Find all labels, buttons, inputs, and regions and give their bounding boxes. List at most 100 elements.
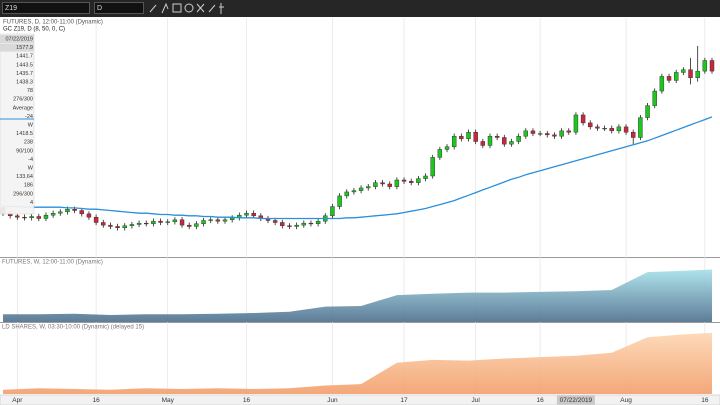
data-window-value: -4	[28, 157, 33, 163]
candle-body	[430, 157, 435, 177]
x-tick-label: 16	[243, 397, 251, 404]
data-window-value: 296/300	[13, 191, 33, 197]
candle-body	[93, 216, 99, 223]
candle-body	[416, 178, 421, 183]
candle-body	[480, 141, 486, 146]
data-window-value: Average	[13, 105, 33, 111]
candle-body	[573, 114, 579, 133]
data-window-value: 1441.7	[16, 54, 33, 60]
candle-body	[65, 208, 70, 213]
candle-body	[151, 220, 156, 225]
candle-body	[401, 179, 407, 182]
candle-body	[559, 130, 564, 137]
data-window-value: 78	[27, 88, 33, 94]
share-icon[interactable]	[219, 3, 224, 14]
candle-body	[566, 130, 571, 133]
candle-body	[423, 175, 428, 179]
candle-body	[695, 70, 700, 78]
data-window-value: 1443.5	[16, 62, 33, 68]
candle-body	[351, 190, 357, 193]
candle-body	[394, 179, 400, 187]
x-tick-label: 16	[537, 397, 545, 404]
data-window-value: 1435.7	[16, 71, 33, 77]
x-tick-label: 16	[701, 397, 709, 404]
candle-body	[129, 224, 135, 226]
candle-body	[22, 216, 27, 219]
line-icon[interactable]	[161, 2, 169, 14]
candle-body	[602, 128, 607, 130]
data-window-value: 1577.9	[16, 45, 33, 51]
panel-title: LD SHARES, W, 03:30-10:00 (Dynamic) (del…	[2, 325, 144, 331]
data-window-value: 238	[24, 140, 33, 146]
candle-body	[72, 208, 77, 211]
candle-body	[101, 222, 106, 226]
candle-body	[222, 219, 228, 222]
candle-body	[344, 191, 349, 197]
candle-body	[136, 222, 142, 225]
moving-average-line	[3, 116, 713, 220]
data-window-value: 1438.3	[16, 79, 33, 85]
candle-body	[502, 137, 507, 145]
candle-body	[437, 149, 443, 158]
x-tick-label: 16	[92, 397, 100, 404]
candle-body	[294, 224, 299, 227]
candle-body	[709, 60, 715, 72]
candle-body	[115, 226, 120, 228]
candle-body	[201, 220, 206, 225]
candle-body	[673, 72, 679, 81]
x-tick-label: Aug	[620, 397, 632, 404]
candle-body	[666, 76, 672, 81]
candle-body	[272, 220, 278, 223]
candle-body	[36, 216, 42, 219]
candle-body	[179, 219, 185, 226]
candle-body	[580, 114, 586, 124]
candle-body	[631, 131, 636, 138]
candle-body	[652, 90, 657, 106]
candle-body	[473, 131, 478, 142]
crosshair-label-bg	[556, 395, 595, 405]
candle-body	[688, 69, 693, 78]
candle-body	[523, 130, 528, 137]
play-icon[interactable]	[184, 3, 194, 13]
candle-body	[58, 211, 63, 214]
candle-body	[409, 181, 414, 183]
data-window-value: 90/100	[16, 148, 33, 154]
candle-body	[251, 212, 256, 217]
candle-body	[444, 146, 450, 150]
candle-body	[623, 126, 629, 133]
x-tick-label: Jul	[472, 397, 481, 404]
candle-body	[638, 117, 643, 138]
candle-body	[172, 219, 178, 223]
candle-body	[29, 216, 34, 219]
candle-body	[459, 135, 464, 140]
candle-body	[466, 131, 471, 140]
candle-body	[215, 219, 221, 222]
candle-body	[366, 186, 371, 189]
pen-icon[interactable]	[208, 4, 216, 13]
chart-subtitle: GC Z19, D (8, 50, 0, C)	[3, 27, 65, 33]
symbol-input[interactable]: Z19	[2, 2, 90, 14]
clear-icon[interactable]	[196, 3, 205, 13]
data-window-value: 4	[30, 200, 33, 206]
candle-body	[50, 212, 56, 216]
candle-body	[609, 128, 614, 132]
candle-body	[530, 130, 536, 134]
data-window-value: 276/300	[13, 97, 33, 103]
candle-body	[451, 135, 457, 147]
candle-body	[108, 224, 113, 227]
draw-icon[interactable]	[149, 4, 157, 13]
data-window-value: 07/22/2019	[5, 36, 33, 42]
interval-select[interactable]: D	[94, 2, 144, 14]
candle-body	[545, 133, 550, 136]
candle-body	[681, 69, 686, 73]
toolbar: Z19 D	[0, 0, 720, 17]
candle-body	[244, 212, 249, 216]
area-fill	[3, 332, 712, 394]
candle-body	[659, 76, 665, 92]
candle-body	[645, 105, 650, 118]
data-window-value: -24	[25, 114, 33, 120]
candle-body	[229, 217, 235, 221]
zoom-icon[interactable]	[172, 3, 182, 13]
candle-body	[516, 135, 521, 142]
